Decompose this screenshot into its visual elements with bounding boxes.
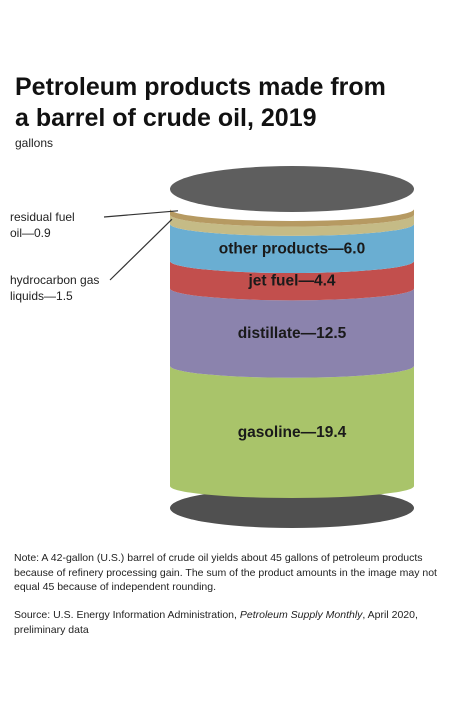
callout-residual-fuel-oil: residual fuel oil—0.9 — [10, 209, 75, 241]
source-publication: Petroleum Supply Monthly — [239, 609, 363, 621]
source-note: Source: U.S. Energy Information Administ… — [14, 608, 464, 637]
callout-line-residual-fuel-oil — [103, 210, 179, 218]
segment-label-gasoline: gasoline—19.4 — [238, 424, 347, 441]
barrel-segment-jet-fuel — [170, 261, 414, 301]
chart-title: Petroleum products made from a barrel of… — [15, 72, 465, 134]
barrel-lid — [170, 166, 414, 212]
callout-residual-fuel-oil-line-1: residual fuel — [10, 210, 75, 224]
units-label: gallons — [15, 136, 54, 150]
callout-residual-fuel-oil-line-2: oil—0.9 — [10, 226, 51, 240]
callout-hydrocarbon-gas-liquids: hydrocarbon gas liquids—1.5 — [10, 272, 99, 304]
chart-title-line-1: Petroleum products made from — [15, 73, 386, 101]
barrel-segment-gasoline — [170, 365, 414, 498]
callout-hydrocarbon-gas-liquids-line-2: liquids—1.5 — [10, 289, 73, 303]
segment-label-other-products: other products—6.0 — [219, 240, 365, 257]
barrel-segment-hydrocarbon-gas-liquids — [170, 214, 414, 236]
footnote: Note: A 42-gallon (U.S.) barrel of crude… — [14, 552, 437, 593]
barrel-segment-distillate — [170, 288, 414, 378]
barrel-segment-other-products — [170, 223, 414, 274]
callout-line-hydrocarbon-gas-liquids — [109, 218, 173, 281]
barrel-segment-residual-fuel-oil — [170, 209, 414, 227]
source-suffix: , April 2020, preliminary data — [14, 609, 418, 636]
segment-label-distillate: distillate—12.5 — [238, 325, 347, 342]
callout-hydrocarbon-gas-liquids-line-1: hydrocarbon gas — [10, 273, 100, 287]
segment-label-jet-fuel: jet fuel—4.4 — [248, 273, 336, 290]
source-prefix: Source: U.S. Energy Information Administ… — [14, 609, 240, 621]
barrel-base — [170, 488, 414, 528]
chart-title-line-2: a barrel of crude oil, 2019 — [15, 104, 317, 132]
